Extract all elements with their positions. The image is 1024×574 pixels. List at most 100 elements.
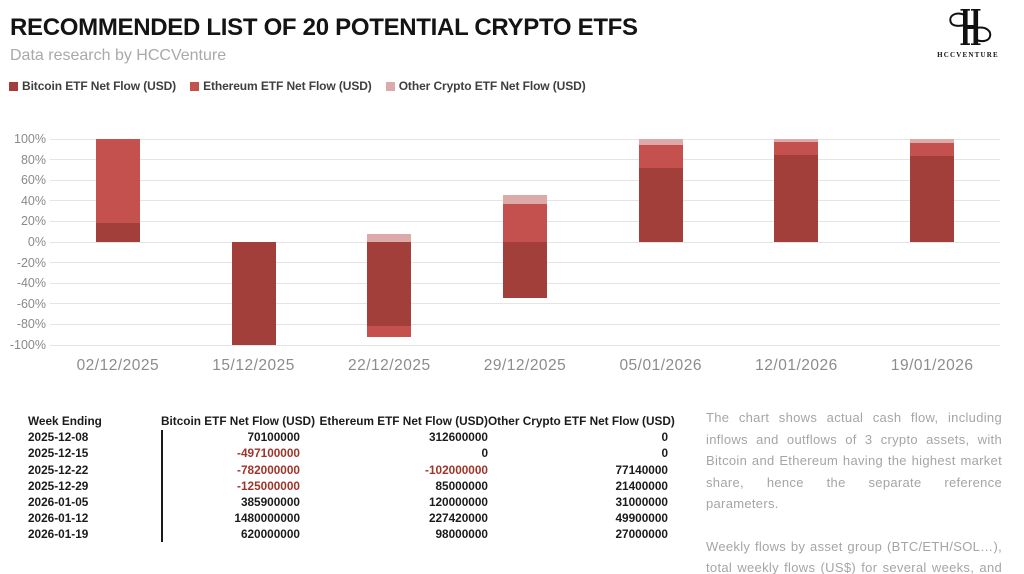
x-axis-label: 02/12/2025 xyxy=(76,357,160,374)
legend-swatch xyxy=(9,81,18,91)
bar-segment xyxy=(638,139,683,145)
bar-group xyxy=(457,139,593,345)
legend-item: Other Crypto ETF Net Flow (USD) xyxy=(385,79,586,93)
gridline xyxy=(50,303,1000,305)
y-axis-tick: -20% xyxy=(16,255,46,270)
x-axis-label: 29/12/2025 xyxy=(483,357,567,374)
bar-segment xyxy=(638,167,683,242)
table-cell: 0 xyxy=(661,430,668,445)
table-cell: 27000000 xyxy=(615,527,669,542)
gridline xyxy=(50,344,1000,346)
bar-segment xyxy=(95,139,140,224)
table-header-cell: Other Crypto ETF Net Flow (USD) xyxy=(488,414,675,428)
table-cell: 77140000 xyxy=(615,462,669,477)
table-cell: 98000000 xyxy=(435,527,489,542)
page-subtitle: Data research by HCCVenture xyxy=(10,47,227,64)
table-cell: 227420000 xyxy=(428,511,488,526)
table-cell: 385900000 xyxy=(240,495,300,510)
table-cell: 2025-12-22 xyxy=(28,462,89,477)
legend-label: Bitcoin ETF Net Flow (USD) xyxy=(22,79,177,93)
bar-segment xyxy=(774,141,819,156)
table-cell: 312600000 xyxy=(428,430,488,445)
bar-segment xyxy=(503,194,548,205)
bar-columns xyxy=(50,139,1000,345)
notes-paragraph-2: Weekly flows by asset group (BTC/ETH/SOL… xyxy=(706,538,1002,574)
bar-segment xyxy=(503,242,548,298)
bar-segment xyxy=(910,142,955,157)
y-axis-tick: 80% xyxy=(20,152,46,167)
y-axis-tick: -100% xyxy=(9,338,46,352)
table-header-cell: Bitcoin ETF Net Flow (USD) xyxy=(161,414,316,428)
y-axis-tick: -60% xyxy=(16,296,46,311)
table-cell: -102000000 xyxy=(425,462,488,477)
bar-segment xyxy=(774,155,819,242)
y-axis-tick: 20% xyxy=(20,214,46,229)
gridline xyxy=(50,323,1000,325)
legend-swatch xyxy=(190,81,200,91)
table-cell: 85000000 xyxy=(435,478,489,493)
x-axis-label: 22/12/2025 xyxy=(348,357,431,374)
table-cell: 2026-01-19 xyxy=(28,527,89,542)
x-axis-label: 19/01/2026 xyxy=(890,357,974,374)
table-cell: 2026-01-12 xyxy=(28,511,89,526)
legend-label: Other Crypto ETF Net Flow (USD) xyxy=(398,79,586,93)
y-axis-tick: 60% xyxy=(20,173,46,188)
table-cell: -497100000 xyxy=(237,446,300,461)
legend-item: Bitcoin ETF Net Flow (USD) xyxy=(9,79,176,93)
plot-area xyxy=(50,138,1000,346)
bar-group xyxy=(321,139,457,345)
y-axis-tick: 100% xyxy=(14,132,46,146)
x-axis-label: 05/01/2026 xyxy=(619,357,703,374)
bar-segment xyxy=(367,242,412,326)
logo: HCCVENTURE xyxy=(928,6,1008,59)
table-header-cell: Ethereum ETF Net Flow (USD) xyxy=(319,414,488,428)
x-axis-label: 12/01/2026 xyxy=(755,357,838,374)
table-cell: 70100000 xyxy=(247,430,301,445)
bar-segment xyxy=(95,223,140,242)
bar-group xyxy=(50,139,186,345)
bar-group xyxy=(729,139,865,345)
table-cell: 2026-01-05 xyxy=(28,495,89,510)
gridline xyxy=(50,138,1000,140)
y-axis-tick: -40% xyxy=(16,276,46,291)
table-cell: 31000000 xyxy=(615,495,669,510)
x-axis: 02/12/2025 15/12/2025 22/12/2025 29/12/2025… xyxy=(50,357,1000,375)
logo-text: HCCVENTURE xyxy=(937,51,999,59)
bar-group xyxy=(864,139,1000,345)
gridline xyxy=(50,159,1000,161)
bar-segment xyxy=(910,156,955,242)
bar-group xyxy=(593,139,729,345)
table-cell: 21400000 xyxy=(615,478,669,493)
chart-legend: Bitcoin ETF Net Flow (USD) Ethereum ETF N… xyxy=(9,79,586,93)
table-cell: 2025-12-15 xyxy=(28,446,89,461)
table-cell: -782000000 xyxy=(237,462,300,477)
bar-segment xyxy=(367,233,412,242)
notes-paragraph-1: The chart shows actual cash flow, includ… xyxy=(706,410,1002,511)
x-axis-label: 15/12/2025 xyxy=(212,357,295,374)
y-axis-tick: 40% xyxy=(20,193,46,208)
chart: 100% 80% 60% 40% 20% 0% -20% -40% -60% -80% -100% … xyxy=(0,132,1024,389)
page-title: RECOMMENDED LIST OF 20 POTENTIAL CRYPTO … xyxy=(10,14,638,41)
bar-segment xyxy=(503,204,548,242)
legend-swatch xyxy=(385,81,395,91)
data-table: Week Ending Bitcoin ETF Net Flow (USD) Eth… xyxy=(28,413,675,543)
table-cell: -125000000 xyxy=(237,478,300,493)
bar-segment xyxy=(638,144,683,168)
bar-group xyxy=(186,139,322,345)
bar-segment xyxy=(910,139,955,143)
table-cell: 620000000 xyxy=(240,527,300,542)
table-header-cell: Week Ending xyxy=(28,414,102,428)
legend-item: Ethereum ETF Net Flow (USD) xyxy=(190,79,372,93)
bar-segment xyxy=(231,242,276,345)
table-column-divider xyxy=(161,430,163,542)
bar-segment xyxy=(367,325,412,337)
gridline xyxy=(50,179,1000,181)
y-axis-tick: 0% xyxy=(27,235,46,249)
table-cell: 1480000000 xyxy=(234,511,300,526)
table-cell: 2025-12-08 xyxy=(28,430,89,445)
table-cell: 0 xyxy=(481,446,488,461)
hcc-monogram-icon xyxy=(938,9,998,52)
y-axis: 100% 80% 60% 40% 20% 0% -20% -40% -60% -80% -100% xyxy=(0,132,46,352)
table-cell: 0 xyxy=(661,446,668,461)
